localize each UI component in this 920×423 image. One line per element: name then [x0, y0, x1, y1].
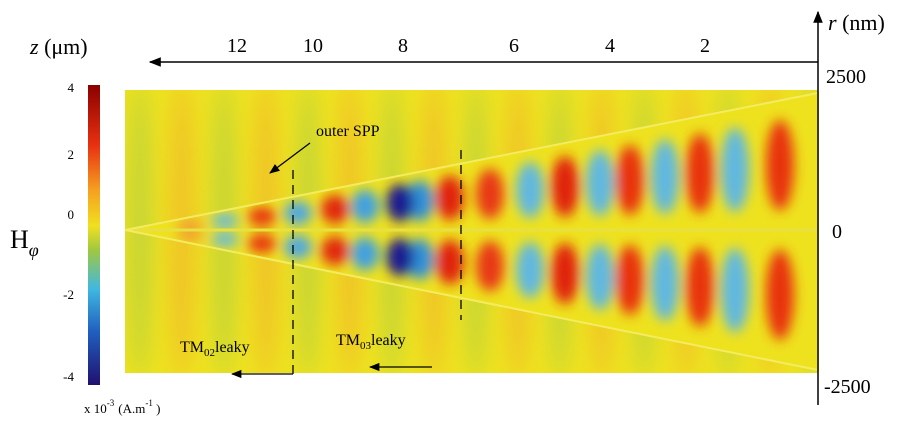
r-tick-label: 2500	[826, 66, 866, 88]
z-tick-label: 6	[509, 35, 519, 57]
field-lobe	[516, 242, 544, 299]
z-axis-label: z (μm)	[29, 34, 88, 59]
field-lobe	[284, 200, 312, 225]
field-lobe	[651, 246, 679, 321]
field-lobe	[321, 194, 349, 224]
field-lobe	[211, 213, 239, 228]
field-lobe	[476, 168, 504, 220]
field-lobe	[176, 217, 204, 230]
field-lobe	[766, 119, 794, 211]
r-tick-label: 0	[832, 221, 842, 243]
field-lobe	[551, 243, 579, 304]
colorbar-scale: x 10-3 (A.m-1 )	[84, 398, 160, 416]
field-lobe	[386, 238, 414, 277]
annotation-arrow	[269, 142, 311, 174]
z-tick-label: 10	[303, 35, 323, 57]
z-tick-label: 8	[398, 35, 408, 57]
field-lobe	[406, 180, 434, 222]
field-lobe	[351, 237, 379, 271]
r-axis-label: r (nm)	[828, 10, 885, 35]
colorbar	[88, 85, 100, 385]
field-lobe	[476, 240, 504, 292]
field-lobe	[436, 175, 464, 221]
field-lobe	[721, 127, 749, 212]
z-tick-label: 4	[605, 35, 615, 57]
colorbar-tick-label: 4	[68, 80, 75, 95]
field-lobe	[406, 238, 434, 280]
field-lobe	[516, 161, 544, 218]
field-lobe	[616, 145, 644, 216]
field-lobe	[211, 232, 239, 247]
field-lobe	[551, 156, 579, 217]
field-lobe	[248, 234, 276, 254]
field-lobe	[321, 236, 349, 266]
annotation: outer SPP	[316, 123, 380, 140]
colorbar-tick-label: 0	[68, 207, 75, 222]
colorbar-tick-label: -2	[63, 287, 74, 302]
r-tick-label: -2500	[824, 376, 871, 398]
field-lobe	[176, 230, 204, 243]
colorbar-tick-label: 2	[68, 147, 75, 162]
annotation: TM03leaky	[336, 332, 406, 352]
colorbar-label: Hφ	[10, 225, 39, 260]
field-lobe	[766, 249, 794, 341]
colorbar-tick-label: -4	[63, 369, 74, 384]
field-lobe	[616, 244, 644, 315]
field-lobes	[176, 119, 794, 341]
field-lobe	[721, 248, 749, 333]
annotation: TM02leaky	[180, 339, 250, 359]
field-lobe	[651, 139, 679, 214]
field-lobe	[386, 183, 414, 222]
field-lobe	[586, 150, 614, 216]
field-lobe	[351, 189, 379, 223]
field-lobe	[686, 133, 714, 213]
field-lobe	[248, 206, 276, 226]
field-lobe	[436, 239, 464, 285]
field-lobe	[686, 247, 714, 327]
z-tick-label: 2	[700, 35, 710, 57]
field-lobe	[586, 244, 614, 310]
field-lobe	[284, 235, 312, 260]
z-tick-label: 12	[227, 35, 247, 57]
